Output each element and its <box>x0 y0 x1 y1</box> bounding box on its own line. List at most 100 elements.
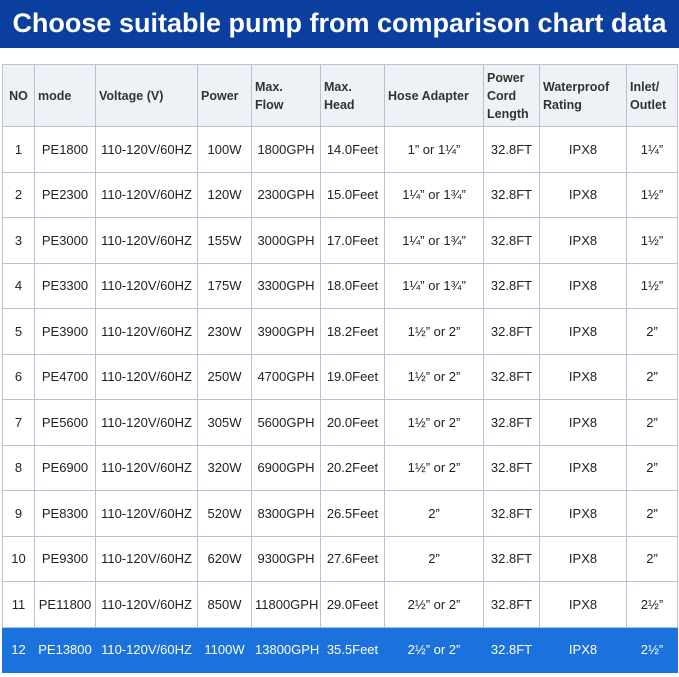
table-cell: 175W <box>197 262 252 309</box>
table-cell: 27.6Feet <box>320 535 385 582</box>
table-cell: 1800GPH <box>251 126 321 173</box>
table-cell: 32.8FT <box>483 262 540 309</box>
table-cell: 19.0Feet <box>320 353 385 400</box>
table-cell: 5 <box>2 308 35 355</box>
table-cell: 2” <box>626 308 678 355</box>
table-cell: 110-120V/60HZ <box>95 581 198 628</box>
table-cell: 2300GPH <box>251 171 321 218</box>
header-row: NO mode Voltage (V) Power Max. Flow Max. Head… <box>2 64 678 127</box>
table-cell: PE3300 <box>34 262 96 309</box>
table-cell: 20.2Feet <box>320 444 385 491</box>
table-cell: 1¼” <box>626 126 678 173</box>
table-row: 5 PE3900 110-120V/60HZ 230W 3900GPH 18.2Feet 1… <box>2 308 678 355</box>
table-cell: 2” <box>384 490 484 537</box>
table-cell: 11800GPH <box>251 581 321 628</box>
table-row: 8 PE6900 110-120V/60HZ 320W 6900GPH 20.2Feet 1… <box>2 444 678 491</box>
table-cell: IPX8 <box>539 490 627 537</box>
table-row: 2 PE2300 110-120V/60HZ 120W 2300GPH 15.0Feet 1… <box>2 171 678 218</box>
table-cell: 110-120V/60HZ <box>95 399 198 446</box>
table-cell: 1½” or 2” <box>384 308 484 355</box>
table-cell: 6 <box>2 353 35 400</box>
table-cell: 3000GPH <box>251 217 321 264</box>
table-cell: 32.8FT <box>483 581 540 628</box>
table-cell: 3300GPH <box>251 262 321 309</box>
table-cell: 32.8FT <box>483 126 540 173</box>
table-cell: 850W <box>197 581 252 628</box>
table-cell: 110-120V/60HZ <box>95 626 198 673</box>
table-cell: 110-120V/60HZ <box>95 171 198 218</box>
table-row: 4 PE3300 110-120V/60HZ 175W 3300GPH 18.0Feet 1… <box>2 262 678 309</box>
table-cell: IPX8 <box>539 626 627 673</box>
table-cell: IPX8 <box>539 171 627 218</box>
column-header: Hose Adapter <box>384 64 484 127</box>
table-cell: 15.0Feet <box>320 171 385 218</box>
table-cell: 18.2Feet <box>320 308 385 355</box>
column-header: Max. Flow <box>251 64 321 127</box>
table-cell: 110-120V/60HZ <box>95 535 198 582</box>
table-cell: 6900GPH <box>251 444 321 491</box>
table-cell: 2½” <box>626 626 678 673</box>
table-cell: 1100W <box>197 626 252 673</box>
table-cell: IPX8 <box>539 399 627 446</box>
column-header: mode <box>34 64 96 127</box>
table-cell: 32.8FT <box>483 490 540 537</box>
table-cell: IPX8 <box>539 353 627 400</box>
table-cell: 32.8FT <box>483 535 540 582</box>
table-cell: IPX8 <box>539 217 627 264</box>
table-cell: 2” <box>626 490 678 537</box>
column-header: Waterproof Rating <box>539 64 627 127</box>
table-cell: 4700GPH <box>251 353 321 400</box>
table-cell: 3900GPH <box>251 308 321 355</box>
table-cell: PE3000 <box>34 217 96 264</box>
table-cell: 2” <box>626 399 678 446</box>
table-cell: PE1800 <box>34 126 96 173</box>
table-cell: 17.0Feet <box>320 217 385 264</box>
table-cell: 26.5Feet <box>320 490 385 537</box>
table-cell: 230W <box>197 308 252 355</box>
table-cell: PE2300 <box>34 171 96 218</box>
table-cell: PE6900 <box>34 444 96 491</box>
table-cell: 10 <box>2 535 35 582</box>
table-row: 3 PE3000 110-120V/60HZ 155W 3000GPH 17.0Feet 1… <box>2 217 678 264</box>
table-cell: PE11800 <box>34 581 96 628</box>
table-cell: PE4700 <box>34 353 96 400</box>
table-cell: 32.8FT <box>483 308 540 355</box>
table-cell: 110-120V/60HZ <box>95 353 198 400</box>
table-cell: 1½” <box>626 217 678 264</box>
table-cell: 120W <box>197 171 252 218</box>
table-cell: 20.0Feet <box>320 399 385 446</box>
title-banner: Choose suitable pump from comparison cha… <box>0 0 679 48</box>
table-cell: 320W <box>197 444 252 491</box>
table-cell: 32.8FT <box>483 399 540 446</box>
table-cell: 32.8FT <box>483 444 540 491</box>
table-cell: IPX8 <box>539 535 627 582</box>
table-row: 9 PE8300 110-120V/60HZ 520W 8300GPH 26.5Feet 2… <box>2 490 678 537</box>
table-cell: 8300GPH <box>251 490 321 537</box>
table-cell: 1½” <box>626 262 678 309</box>
table-cell: 18.0Feet <box>320 262 385 309</box>
table-cell: PE9300 <box>34 535 96 582</box>
table-cell: PE8300 <box>34 490 96 537</box>
table-cell: 620W <box>197 535 252 582</box>
table-cell: 250W <box>197 353 252 400</box>
table-cell: 110-120V/60HZ <box>95 217 198 264</box>
table-cell: 1¼” or 1¾” <box>384 217 484 264</box>
table-row: 6 PE4700 110-120V/60HZ 250W 4700GPH 19.0Feet 1… <box>2 353 678 400</box>
table-cell: 32.8FT <box>483 353 540 400</box>
table-cell: 1½” or 2” <box>384 399 484 446</box>
column-header: NO <box>2 64 35 127</box>
table-row: 11 PE11800 110-120V/60HZ 850W 11800GPH 29.0Fe… <box>2 581 678 628</box>
table-cell: 4 <box>2 262 35 309</box>
table-cell: PE13800 <box>34 626 96 673</box>
table-cell: 2 <box>2 171 35 218</box>
column-header: Inlet/ Outlet <box>626 64 678 127</box>
table-cell: 32.8FT <box>483 217 540 264</box>
table-cell: 2½” or 2” <box>384 581 484 628</box>
table-cell: PE5600 <box>34 399 96 446</box>
table-cell: 2½” <box>626 581 678 628</box>
table-cell: 9300GPH <box>251 535 321 582</box>
comparison-table: NO mode Voltage (V) Power Max. Flow Max. Head… <box>2 64 678 673</box>
column-header: Power Cord Length <box>483 64 540 127</box>
table-cell: 12 <box>2 626 35 673</box>
